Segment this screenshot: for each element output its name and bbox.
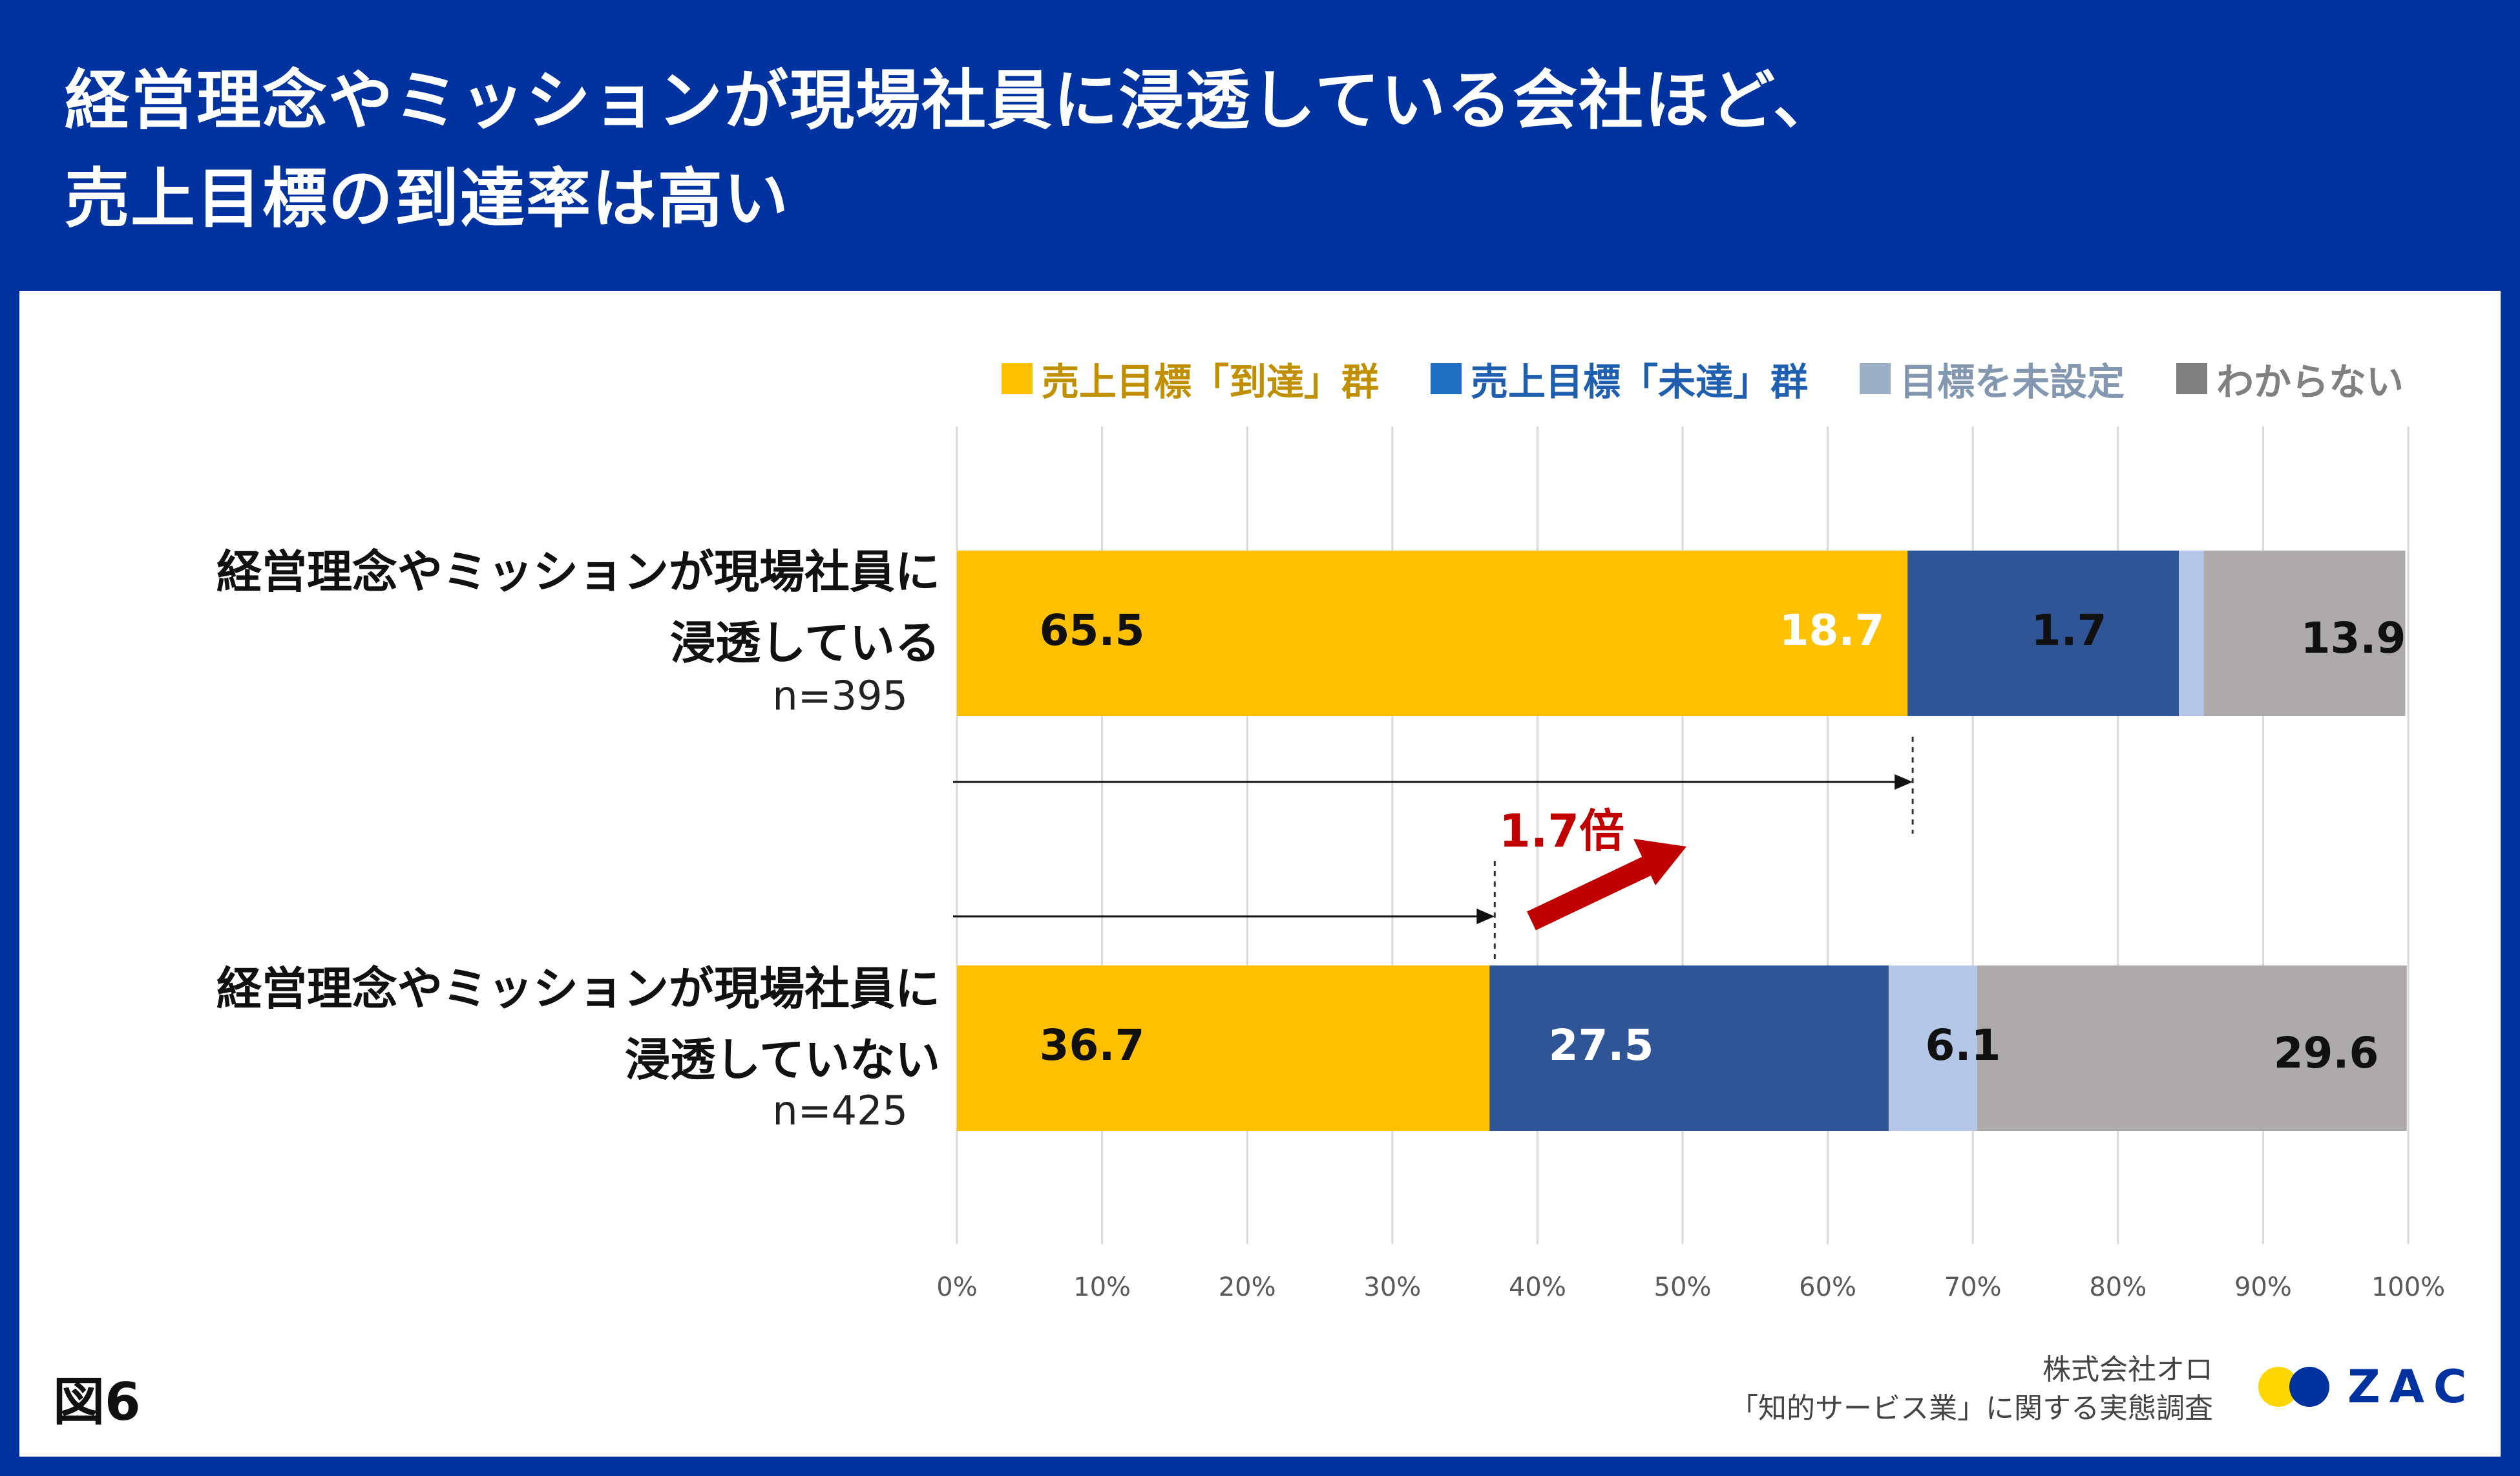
- bar-segment: [1907, 551, 2179, 716]
- legend-item-no-target: 目標を未設定: [1859, 352, 2125, 406]
- page-title: 経営理念やミッションが現場社員に浸透している会社ほど、 売上目標の到達率は高い: [65, 52, 2391, 248]
- logo-dot-blue: [2289, 1367, 2329, 1407]
- data-label: 65.5: [1040, 606, 1145, 655]
- legend-label-no-target: 目標を未設定: [1899, 360, 2125, 404]
- data-label: 36.7: [1040, 1020, 1145, 1070]
- x-tick-label: 40%: [1509, 1272, 1566, 1302]
- multiplier-label: 1.7倍: [1499, 805, 1624, 858]
- x-tick-label: 20%: [1219, 1272, 1276, 1302]
- x-tick-label: 100%: [2371, 1272, 2445, 1302]
- bar-chart: 0% 10% 20% 30% 40% 50% 60% 70% 80% 90% 100% 65.5 18.…: [936, 427, 2445, 1302]
- bar-segment: [957, 551, 1908, 716]
- legend-swatch-not-reached: [1430, 363, 1462, 394]
- data-label: 27.5: [1549, 1020, 1654, 1070]
- chart-panel: 売上目標「到達」群 売上目標「未達」群 目標を未設定 わからない 0% 10% 20…: [19, 291, 2501, 1457]
- source-line-2: 「知的サービス業」に関する実態調査: [1730, 1392, 2213, 1425]
- data-label: 13.9: [2301, 613, 2406, 663]
- bar-segment: [2203, 551, 2406, 716]
- category-2-line-2: 浸透していない: [625, 1033, 940, 1086]
- legend-label-reached: 売上目標「到達」群: [1041, 360, 1379, 404]
- legend-item-unknown: わからない: [2176, 352, 2404, 406]
- x-tick-label: 0%: [936, 1272, 977, 1302]
- category-2-line-1: 経営理念やミッションが現場社員に: [216, 962, 940, 1015]
- x-tick-label: 60%: [1799, 1272, 1856, 1302]
- data-label: 29.6: [2274, 1028, 2379, 1078]
- x-tick-label: 80%: [2089, 1272, 2147, 1302]
- multiplier-arrow-shaft: [1527, 850, 1665, 931]
- legend-label-not-reached: 売上目標「未達」群: [1470, 360, 1808, 404]
- x-tick-label: 10%: [1073, 1272, 1131, 1302]
- category-1-line-2: 浸透している: [670, 617, 940, 669]
- bar-segment: [1489, 965, 1889, 1131]
- bar-segment: [1977, 965, 2407, 1131]
- bar-segment: [957, 965, 1490, 1131]
- data-label: 6.1: [1926, 1020, 2001, 1070]
- x-tick-label: 50%: [1654, 1272, 1712, 1302]
- legend-item-reached: 売上目標「到達」群: [1001, 352, 1379, 406]
- multiplier-arrow-head: [1633, 839, 1686, 885]
- legend-swatch-unknown: [2176, 363, 2207, 394]
- title-line-2: 売上目標の到達率は高い: [65, 161, 790, 237]
- category-label-2: 経営理念やミッションが現場社員に 浸透していない: [0, 953, 940, 1095]
- zac-logo: ZAC: [2258, 1360, 2475, 1413]
- legend-swatch-reached: [1001, 363, 1033, 394]
- legend-label-unknown: わからない: [2216, 360, 2404, 404]
- title-line-1: 経営理念やミッションが現場社員に浸透している会社ほど、: [65, 63, 1839, 138]
- reference-arrowhead-reached: [1895, 774, 1913, 790]
- reference-arrowhead-not-reached: [1476, 909, 1495, 924]
- category-2-sample-size: n=425: [772, 1087, 908, 1134]
- x-tick-label: 70%: [1944, 1272, 2002, 1302]
- legend-item-not-reached: 売上目標「未達」群: [1430, 352, 1808, 406]
- category-1-line-1: 経営理念やミッションが現場社員に: [216, 545, 940, 598]
- figure-label: 図6: [53, 1372, 141, 1432]
- bar-segment: [1888, 965, 1977, 1131]
- source-note: 株式会社オロ 「知的サービス業」に関する実態調査: [1730, 1351, 2213, 1428]
- x-tick-label: 90%: [2234, 1272, 2292, 1302]
- category-label-1: 経営理念やミッションが現場社員に 浸透している: [0, 536, 940, 679]
- legend-swatch-no-target: [1859, 363, 1891, 394]
- category-1-sample-size: n=395: [772, 672, 908, 719]
- data-label: 18.7: [1780, 606, 1885, 655]
- data-label: 1.7: [2032, 606, 2107, 655]
- logo-text: ZAC: [2347, 1360, 2476, 1413]
- bar-segment: [2179, 551, 2204, 716]
- x-tick-label: 30%: [1363, 1272, 1421, 1302]
- chart-legend: 売上目標「到達」群 売上目標「未達」群 目標を未設定 わからない: [1001, 352, 2404, 406]
- source-line-1: 株式会社オロ: [2042, 1353, 2213, 1386]
